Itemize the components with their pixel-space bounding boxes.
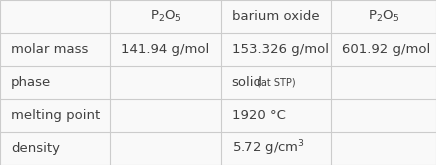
Text: phase: phase bbox=[11, 76, 51, 89]
Text: 1920 °C: 1920 °C bbox=[232, 109, 286, 122]
Text: P$_2$O$_5$: P$_2$O$_5$ bbox=[150, 9, 181, 24]
Text: density: density bbox=[11, 142, 60, 155]
Text: solid: solid bbox=[232, 76, 262, 89]
Text: 5.72 g/cm$^3$: 5.72 g/cm$^3$ bbox=[232, 139, 304, 158]
Text: 153.326 g/mol: 153.326 g/mol bbox=[232, 43, 328, 56]
Text: molar mass: molar mass bbox=[11, 43, 88, 56]
Text: 601.92 g/mol: 601.92 g/mol bbox=[342, 43, 430, 56]
Text: P$_2$O$_5$: P$_2$O$_5$ bbox=[368, 9, 399, 24]
Text: melting point: melting point bbox=[11, 109, 100, 122]
Text: (at STP): (at STP) bbox=[257, 78, 296, 87]
Text: 141.94 g/mol: 141.94 g/mol bbox=[121, 43, 209, 56]
Text: barium oxide: barium oxide bbox=[232, 10, 320, 23]
